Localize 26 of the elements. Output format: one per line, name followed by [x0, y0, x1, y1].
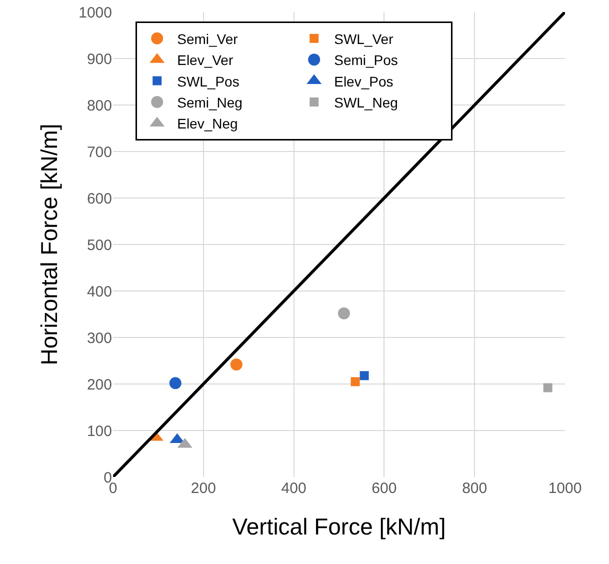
x-axis-title: Vertical Force [kN/m]: [232, 514, 446, 540]
y-tick-label: 800: [86, 97, 112, 114]
y-tick-label: 400: [86, 283, 112, 300]
y-tick-label: 900: [86, 50, 112, 68]
y-tick-label: 600: [86, 190, 112, 208]
y-tick-label: 500: [86, 236, 112, 254]
x-tick-label: 400: [281, 480, 306, 497]
legend-label: Elev_Neg: [177, 116, 238, 132]
legend-label: SWL_Ver: [334, 30, 394, 47]
y-tick-label: 1000: [78, 4, 112, 22]
y-axis-title: Horizontal Force [kN/m]: [36, 124, 62, 366]
y-tick-label: 300: [86, 330, 112, 347]
y-tick-label: 100: [86, 422, 112, 440]
legend-label: Elev_Ver: [177, 52, 234, 68]
legend-label: Elev_Pos: [334, 73, 394, 90]
legend-label: Semi_Ver: [177, 30, 238, 47]
legend-label: SWL_Neg: [334, 94, 398, 110]
x-tick-label: 800: [462, 480, 488, 497]
x-tick-label: 1000: [548, 480, 582, 497]
y-tick-label: 200: [86, 376, 112, 394]
legend-label: Semi_Pos: [334, 52, 398, 68]
legend-label: SWL_Pos: [177, 73, 240, 90]
x-tick-label: 200: [190, 480, 216, 497]
y-tick-label: 700: [86, 144, 112, 161]
x-tick-label: 600: [372, 480, 397, 497]
legend-label: Semi_Neg: [177, 94, 242, 110]
